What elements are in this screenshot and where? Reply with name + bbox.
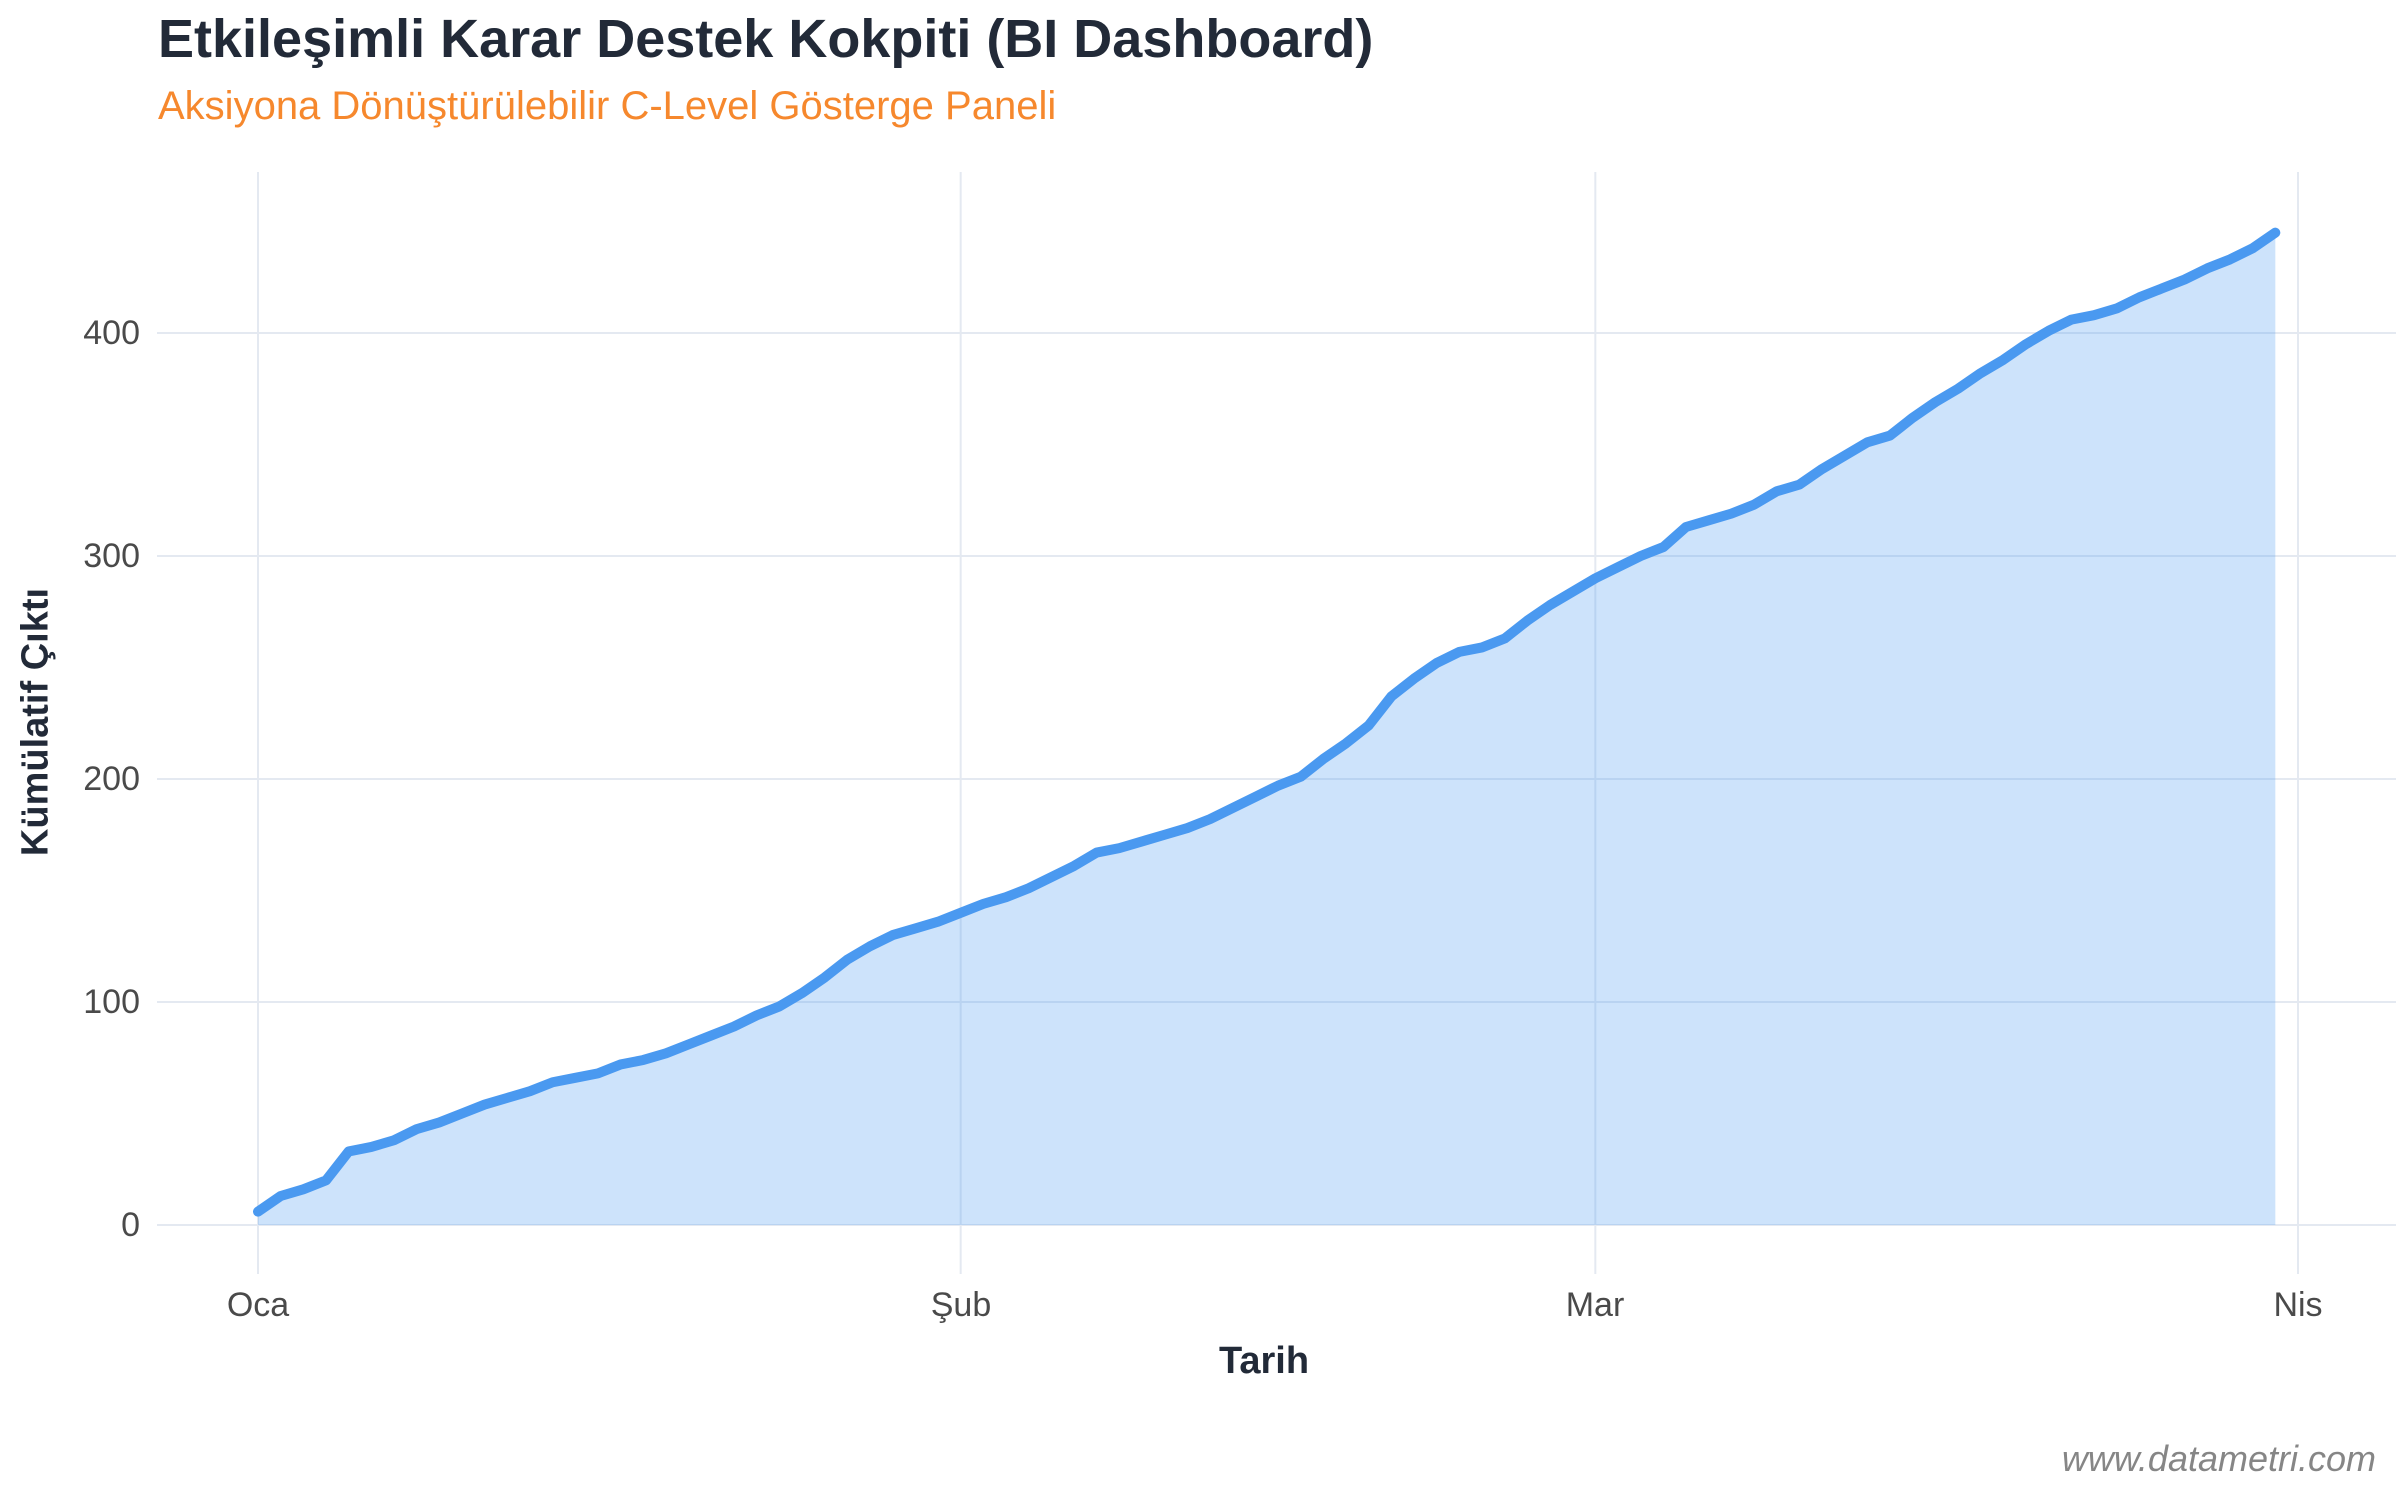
chart-title: Etkileşimli Karar Destek Kokpiti (BI Das… (158, 9, 1374, 69)
y-tick-label-400: 400 (83, 314, 140, 352)
x-tick-label-nis: Nis (2273, 1286, 2323, 1324)
y-tick-label-0: 0 (121, 1206, 140, 1244)
y-tick-label-200: 200 (83, 760, 140, 798)
x-axis-title: Tarih (1218, 1340, 1310, 1382)
chart-subtitle: Aksiyona Dönüştürülebilir C-Level Göster… (158, 84, 1057, 128)
area-fill (258, 232, 2276, 1225)
watermark-url: www.datametri.com (2061, 1438, 2376, 1479)
y-tick-label-100: 100 (83, 983, 140, 1021)
cumulative-line (253, 227, 2281, 1217)
y-tick-label-300: 300 (83, 537, 140, 575)
x-tick-label-oca: Oca (226, 1286, 290, 1324)
x-tick-label-mar: Mar (1565, 1286, 1625, 1324)
y-axis-title: Kümülatif Çıktı (14, 587, 57, 857)
x-tick-label-sub: Şub (930, 1286, 992, 1324)
